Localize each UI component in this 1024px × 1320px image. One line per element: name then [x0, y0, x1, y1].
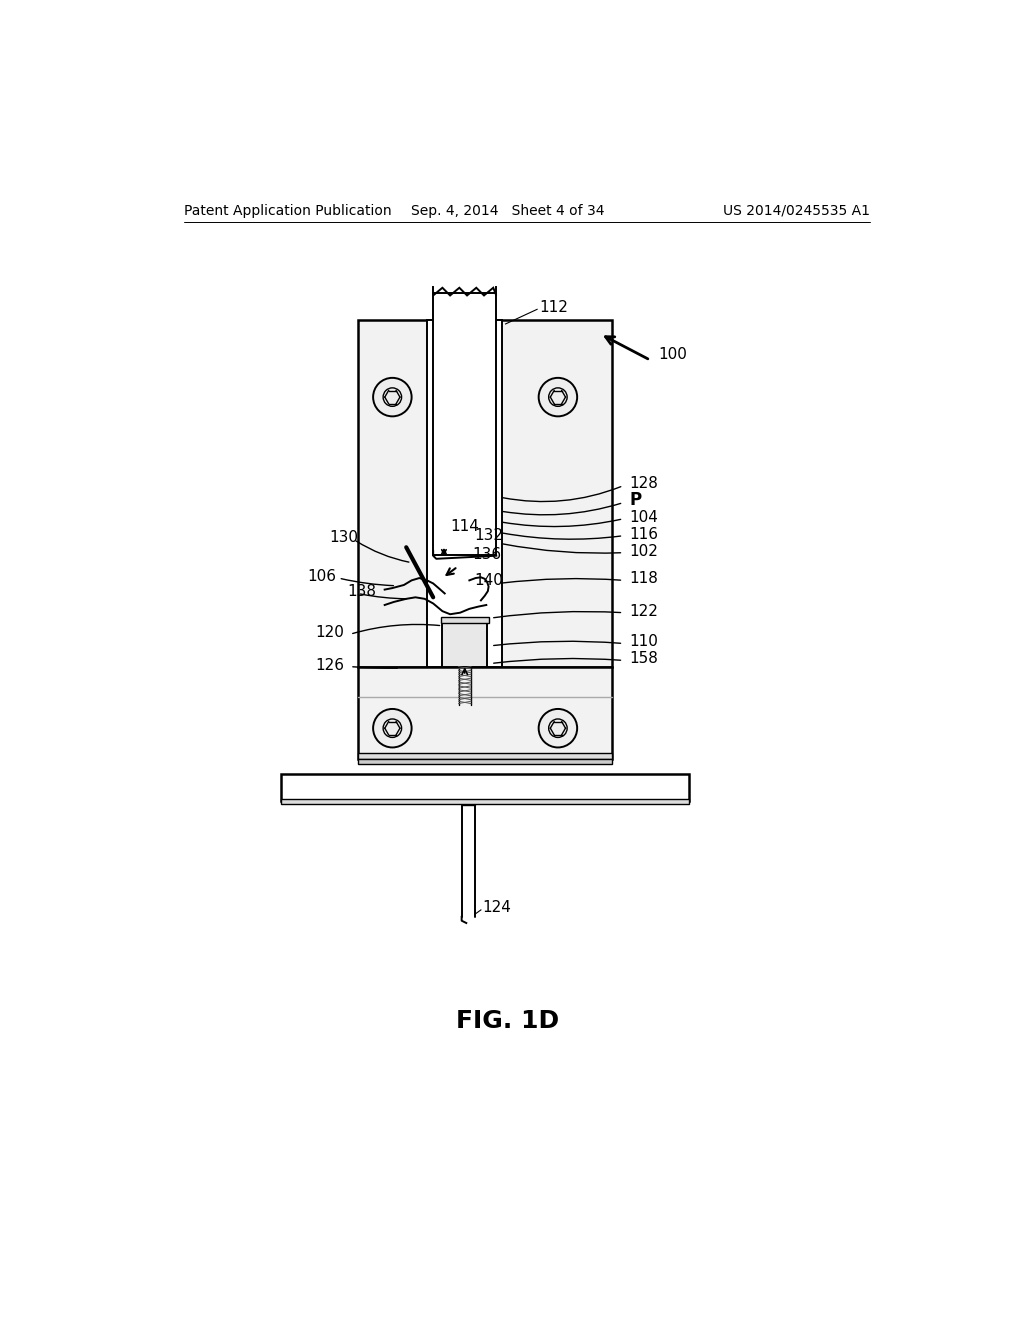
Text: 136: 136 — [472, 546, 502, 562]
Text: 110: 110 — [630, 635, 658, 649]
Circle shape — [373, 709, 412, 747]
Text: P: P — [630, 491, 642, 510]
Bar — [281, 775, 689, 801]
Bar — [357, 752, 611, 759]
Bar — [357, 759, 611, 763]
Text: 116: 116 — [630, 527, 658, 541]
Circle shape — [549, 719, 567, 738]
Text: 118: 118 — [630, 572, 658, 586]
Text: 104: 104 — [630, 510, 658, 525]
Circle shape — [373, 378, 412, 416]
Circle shape — [549, 388, 567, 407]
Text: 114: 114 — [451, 519, 479, 535]
Text: Patent Application Publication: Patent Application Publication — [184, 203, 392, 218]
Circle shape — [539, 709, 578, 747]
Circle shape — [539, 378, 578, 416]
Text: 126: 126 — [315, 657, 344, 673]
Text: 102: 102 — [630, 544, 658, 558]
Text: 106: 106 — [307, 569, 337, 583]
Text: FIG. 1D: FIG. 1D — [457, 1008, 559, 1032]
Bar — [442, 620, 487, 667]
Bar — [433, 293, 497, 554]
Circle shape — [383, 388, 401, 407]
Text: 100: 100 — [658, 347, 687, 362]
Text: 120: 120 — [315, 626, 344, 640]
Text: 130: 130 — [330, 529, 358, 545]
Bar — [484, 321, 611, 667]
Text: Sep. 4, 2014   Sheet 4 of 34: Sep. 4, 2014 Sheet 4 of 34 — [411, 203, 604, 218]
Text: 138: 138 — [348, 585, 377, 599]
Bar — [281, 799, 689, 804]
Text: 124: 124 — [482, 900, 511, 915]
Text: 140: 140 — [475, 573, 504, 587]
Text: 132: 132 — [475, 528, 504, 544]
Bar — [357, 321, 484, 667]
Bar — [357, 667, 611, 759]
Text: 158: 158 — [630, 651, 658, 667]
Text: 122: 122 — [630, 603, 658, 619]
Bar — [427, 321, 503, 667]
Text: 128: 128 — [630, 475, 658, 491]
Text: 112: 112 — [540, 300, 568, 314]
Text: US 2014/0245535 A1: US 2014/0245535 A1 — [723, 203, 869, 218]
Bar — [441, 618, 488, 623]
Circle shape — [383, 719, 401, 738]
